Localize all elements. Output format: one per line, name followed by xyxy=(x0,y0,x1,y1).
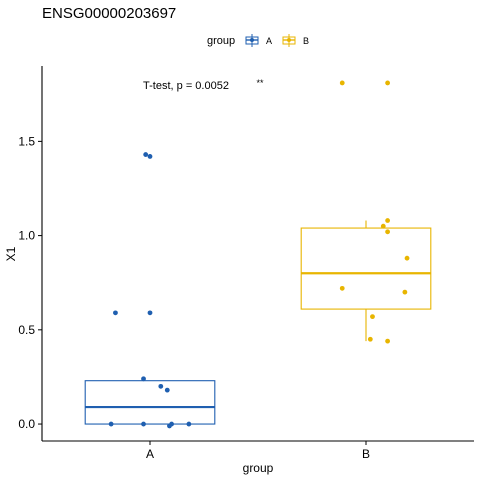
point-A-0 xyxy=(108,421,114,427)
point-B-7 xyxy=(402,289,408,295)
legend-item-A: A xyxy=(245,34,272,47)
plot-panel: 0.0 0.5 1.0 1.5 A B xyxy=(18,66,474,461)
box-A xyxy=(84,380,216,425)
legend-key-point-B xyxy=(287,38,291,42)
chart-title: ENSG00000203697 xyxy=(42,5,176,22)
point-B-10 xyxy=(385,338,390,344)
point-B-2 xyxy=(385,218,390,223)
legend: group A B xyxy=(207,34,309,47)
series-B xyxy=(300,80,432,344)
point-A-1 xyxy=(141,421,146,427)
point-B-4 xyxy=(385,229,390,235)
point-B-8 xyxy=(370,314,375,320)
y-tick-label-2: 1.0 xyxy=(18,229,35,243)
point-B-3 xyxy=(380,223,386,229)
y-tick-label-1: 0.5 xyxy=(18,323,35,337)
point-B-0 xyxy=(339,80,345,86)
legend-title: group xyxy=(207,35,235,47)
point-A-10 xyxy=(143,152,149,157)
point-A-7 xyxy=(164,387,170,393)
point-A-5 xyxy=(141,376,146,382)
box-B xyxy=(300,227,432,310)
legend-item-B: B xyxy=(282,34,309,47)
point-B-6 xyxy=(339,285,345,291)
point-B-5 xyxy=(404,255,410,261)
point-A-6 xyxy=(158,383,164,389)
significance-label: ** xyxy=(256,78,264,88)
legend-label-B: B xyxy=(303,36,309,46)
point-A-9 xyxy=(147,310,153,316)
point-A-4 xyxy=(186,421,192,427)
y-tick-label-3: 1.5 xyxy=(18,134,35,148)
y-tick-label-0: 0.0 xyxy=(18,417,35,431)
point-B-9 xyxy=(367,336,373,342)
x-axis-label: group xyxy=(243,461,274,475)
x-tick-label-A: A xyxy=(146,447,154,461)
legend-key-point-A xyxy=(250,38,254,42)
series-A xyxy=(84,152,216,429)
point-A-11 xyxy=(147,154,153,159)
point-A-3 xyxy=(169,421,175,427)
test-annotation: T-test, p = 0.0052 xyxy=(143,80,229,92)
y-axis-label: X1 xyxy=(4,246,18,261)
point-B-1 xyxy=(385,80,390,86)
legend-label-A: A xyxy=(266,36,272,46)
point-A-8 xyxy=(113,310,118,316)
x-tick-label-B: B xyxy=(362,447,370,461)
